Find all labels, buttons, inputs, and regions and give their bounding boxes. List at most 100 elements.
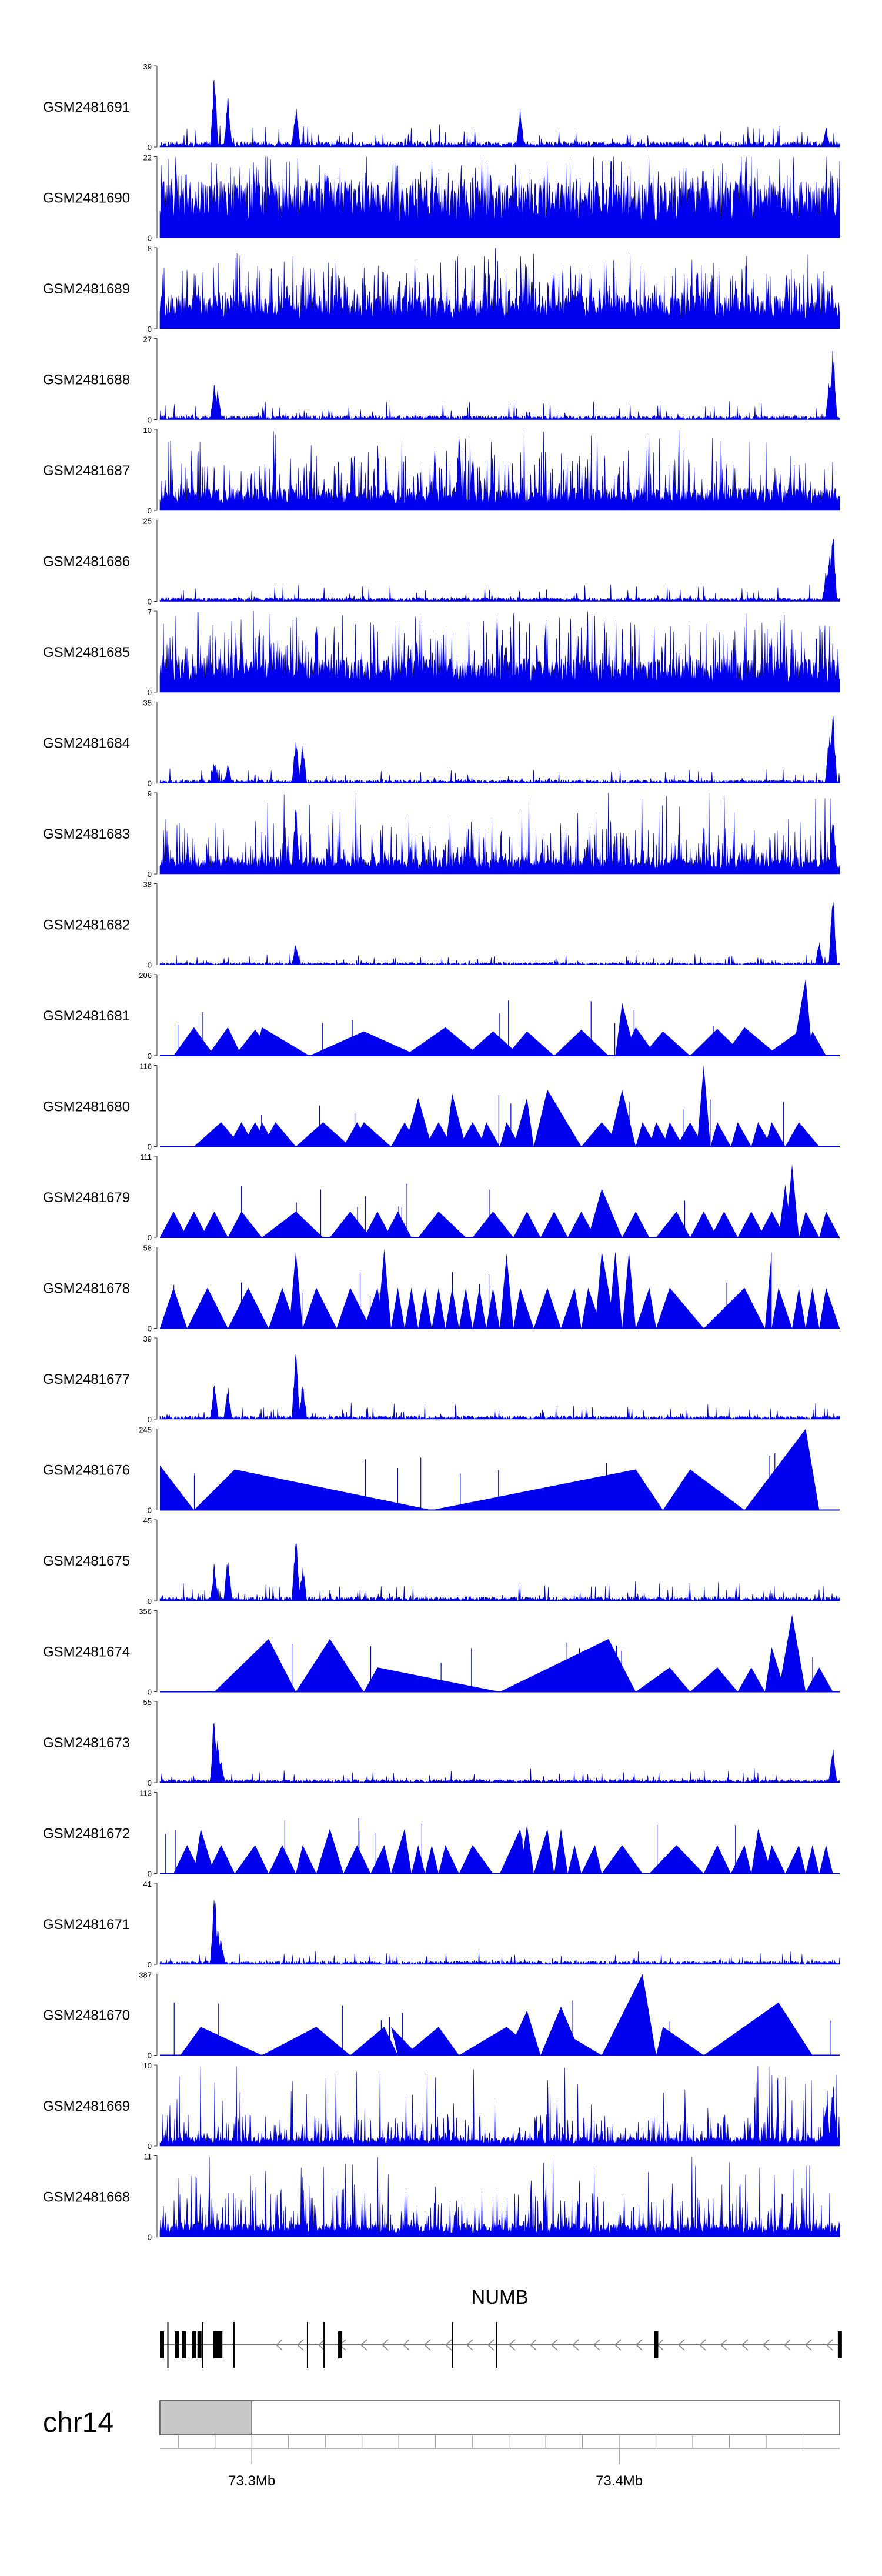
- coverage-peak: [180, 1211, 208, 1237]
- coverage-peak: [405, 2027, 459, 2056]
- coverage-peak: [425, 1845, 439, 1874]
- track-ymax-label: 111: [140, 1153, 152, 1162]
- gene-exon: [202, 2322, 203, 2368]
- coverage-peak: [697, 1065, 711, 1147]
- coverage-area: [159, 716, 840, 784]
- strand-arrow-icon: [826, 2339, 833, 2351]
- gene-exon: [160, 2331, 164, 2358]
- coverage-peak: [445, 1093, 466, 1147]
- coverage-peak: [302, 1287, 337, 1329]
- strand-arrow-icon: [402, 2339, 410, 2351]
- coverage-peak: [479, 1122, 500, 1147]
- coverage-area: [159, 1900, 840, 1965]
- gene-exon: [182, 2331, 186, 2358]
- track-ymin-label: 0: [148, 506, 152, 515]
- coverage-peak: [764, 1122, 786, 1147]
- coverage-peak: [500, 1253, 514, 1329]
- track-GSM2481680: GSM2481680 116 0: [43, 1062, 840, 1152]
- coverage-peak: [201, 1211, 228, 1237]
- track-GSM2481683: GSM2481683 9 0: [43, 789, 840, 879]
- coverage-peak: [778, 1614, 806, 1692]
- coverage-peak: [438, 1845, 459, 1874]
- track-ymin-label: 0: [148, 1415, 152, 1424]
- coverage-peak: [506, 1031, 554, 1056]
- strand-arrow-icon: [804, 2339, 812, 2351]
- strand-arrow-icon: [318, 2339, 325, 2351]
- track-label: GSM2481669: [43, 2098, 130, 2114]
- coverage-peak: [309, 1031, 419, 1056]
- track-ymax-label: 113: [139, 1789, 152, 1798]
- track-ymax-label: 10: [143, 426, 152, 435]
- track-label: GSM2481668: [43, 2190, 130, 2205]
- track-label: GSM2481677: [43, 1372, 130, 1387]
- coverage-peak: [710, 1211, 738, 1237]
- coverage-area: [159, 2157, 840, 2237]
- coverage-peak: [622, 1251, 636, 1329]
- coverage-peak: [663, 1122, 684, 1147]
- track-label: GSM2481687: [43, 463, 130, 479]
- coverage-peak: [432, 1469, 663, 1510]
- coverage-peak: [207, 1845, 235, 1874]
- coverage-peak: [391, 1828, 412, 1874]
- gene-exon: [323, 2322, 325, 2368]
- track-ymin-label: 0: [148, 1052, 152, 1060]
- strand-arrow-icon: [296, 2339, 304, 2351]
- coverage-peak: [656, 1211, 690, 1237]
- track-GSM2481668: GSM2481668 11 0: [43, 2153, 840, 2242]
- coverage-peak: [656, 1287, 704, 1329]
- coverage-peak: [602, 1845, 643, 1874]
- strand-arrow-icon: [466, 2339, 473, 2351]
- track-ymax-label: 25: [143, 517, 152, 526]
- coverage-peak: [520, 1824, 534, 1874]
- coverage-peak: [214, 1639, 296, 1692]
- track-ymin-label: 0: [148, 2233, 152, 2242]
- gene-exon: [197, 2331, 202, 2358]
- coverage-peak: [554, 1029, 609, 1056]
- strand-arrow-icon: [487, 2339, 495, 2351]
- track-ymax-label: 22: [143, 154, 152, 162]
- coverage-peak: [207, 1027, 242, 1056]
- track-GSM2481678: GSM2481678 58 0: [43, 1244, 840, 1333]
- strand-arrow-icon: [275, 2339, 283, 2351]
- coverage-peak: [636, 1667, 690, 1692]
- track-label: GSM2481691: [43, 99, 130, 115]
- track-ymin-label: 0: [148, 143, 152, 152]
- track-ymax-label: 39: [143, 62, 152, 71]
- coverage-peak: [459, 1122, 486, 1147]
- track-ymin-label: 0: [148, 961, 152, 970]
- coverage-peak: [377, 1249, 392, 1329]
- strand-arrow-icon: [508, 2339, 516, 2351]
- coverage-peak: [764, 1251, 772, 1329]
- coverage-peak: [656, 2027, 704, 2056]
- track-ymax-label: 35: [143, 699, 152, 708]
- track-label: GSM2481680: [43, 1099, 130, 1115]
- track-GSM2481687: GSM2481687 10 0: [43, 426, 840, 515]
- coverage-peak: [785, 1122, 820, 1147]
- gene-model-track: NUMB: [160, 2286, 842, 2368]
- gene-exon: [452, 2322, 453, 2368]
- track-ymin-label: 0: [148, 2051, 152, 2060]
- strand-arrow-icon: [741, 2339, 749, 2351]
- strand-arrow-icon: [720, 2339, 727, 2351]
- axis-tick-label: 73.3Mb: [228, 2473, 275, 2489]
- coverage-peak: [193, 1122, 242, 1147]
- coverage-peak: [622, 1027, 656, 1056]
- gene-name-label: NUMB: [471, 2286, 528, 2308]
- track-GSM2481675: GSM2481675 45 0: [43, 1516, 840, 1606]
- track-ymin-label: 0: [148, 1960, 152, 1969]
- coverage-peak: [771, 1287, 793, 1329]
- strand-arrow-icon: [360, 2339, 368, 2351]
- track-ymin-label: 0: [148, 779, 152, 788]
- coverage-peak: [425, 1122, 453, 1147]
- track-ymin-label: 0: [148, 416, 152, 425]
- coverage-peak: [296, 1639, 364, 1692]
- track-GSM2481689: GSM2481689 8 0: [43, 244, 840, 333]
- coverage-peak: [806, 1287, 820, 1329]
- track-label: GSM2481684: [43, 736, 130, 752]
- track-label: GSM2481686: [43, 554, 130, 570]
- strand-arrow-icon: [550, 2339, 558, 2351]
- coverage-peak: [764, 1647, 786, 1692]
- coverage-peak: [255, 1027, 310, 1056]
- track-ymax-label: 7: [148, 608, 152, 616]
- coverage-peak: [262, 1211, 323, 1237]
